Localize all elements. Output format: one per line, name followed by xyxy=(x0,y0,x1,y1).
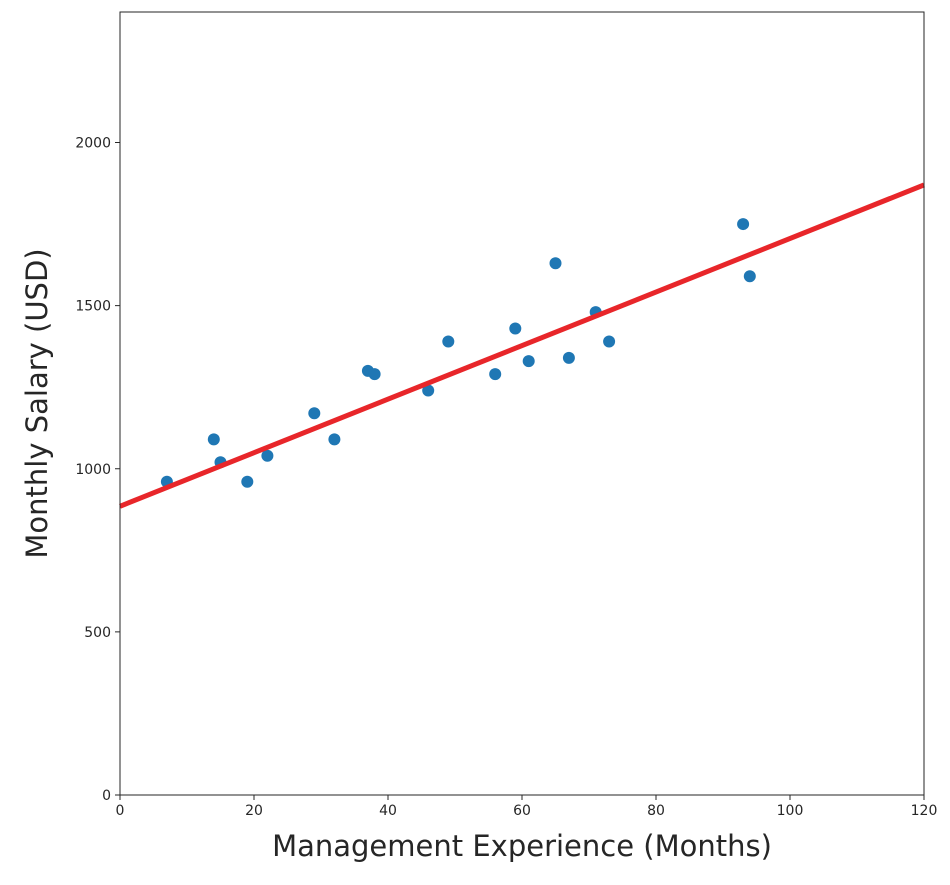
scatter-point xyxy=(522,355,535,368)
plot-frame xyxy=(119,11,925,796)
x-tick-label: 40 xyxy=(379,803,397,819)
y-tick-label: 2000 xyxy=(75,136,111,152)
scatter-point xyxy=(603,335,616,348)
scatter-point xyxy=(328,433,341,446)
scatter-point xyxy=(442,335,455,348)
y-axis-label: Monthly Salary (USD) xyxy=(20,248,54,558)
scatter-point xyxy=(509,322,522,335)
scatter-point xyxy=(207,433,220,446)
scatter-point xyxy=(743,270,756,283)
regression-line xyxy=(119,182,925,509)
scatter-point xyxy=(549,257,562,270)
scatter-point xyxy=(737,218,750,231)
scatter-point xyxy=(368,368,381,381)
fit-line-layer xyxy=(119,182,925,509)
tick-layer: 0 20 40 60 80 100 120 0 500 1000 1500 2000 xyxy=(75,136,937,820)
y-tick-label: 1000 xyxy=(75,462,111,478)
x-tick-label: 60 xyxy=(513,803,531,819)
x-tick-label: 120 xyxy=(911,803,938,819)
scatter-point xyxy=(261,449,274,462)
x-tick-label: 0 xyxy=(116,803,125,819)
scatter-point xyxy=(241,475,254,488)
scatter-point xyxy=(562,351,575,364)
points-layer xyxy=(160,218,756,488)
y-tick-label: 0 xyxy=(102,788,111,804)
scatter-point xyxy=(489,368,502,381)
x-axis-label: Management Experience (Months) xyxy=(272,829,772,863)
y-tick-label: 500 xyxy=(84,625,111,641)
x-tick-label: 100 xyxy=(777,803,804,819)
scatter-point xyxy=(422,384,435,397)
x-tick-label: 80 xyxy=(647,803,665,819)
x-tick-label: 20 xyxy=(245,803,263,819)
y-tick-label: 1500 xyxy=(75,299,111,315)
scatter-point xyxy=(308,407,321,420)
